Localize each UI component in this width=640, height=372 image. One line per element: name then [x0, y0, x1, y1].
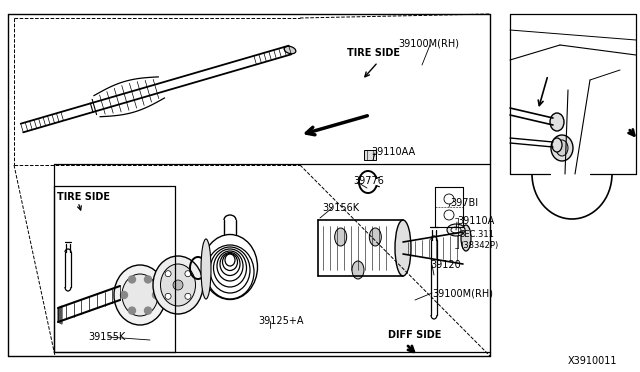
Ellipse shape: [352, 261, 364, 279]
Text: X3910011: X3910011: [568, 356, 618, 366]
Ellipse shape: [395, 220, 411, 276]
Text: DIFF SIDE: DIFF SIDE: [388, 330, 442, 340]
Ellipse shape: [284, 46, 296, 54]
Circle shape: [120, 292, 127, 298]
Circle shape: [185, 271, 191, 277]
Text: 39776: 39776: [353, 176, 384, 186]
Circle shape: [444, 210, 454, 220]
Circle shape: [145, 307, 152, 314]
Circle shape: [444, 194, 454, 204]
Text: 39100M(RH): 39100M(RH): [398, 38, 459, 48]
Bar: [364, 150, 376, 160]
Ellipse shape: [114, 265, 166, 325]
Ellipse shape: [369, 228, 381, 246]
Text: 39120: 39120: [430, 260, 461, 270]
Ellipse shape: [153, 256, 203, 314]
Text: SEC.311: SEC.311: [460, 230, 495, 239]
Ellipse shape: [161, 264, 195, 306]
Ellipse shape: [556, 140, 568, 156]
Ellipse shape: [551, 135, 573, 161]
Circle shape: [152, 292, 159, 298]
Text: TIRE SIDE: TIRE SIDE: [347, 48, 400, 58]
Text: TIRE SIDE: TIRE SIDE: [57, 192, 110, 202]
Text: 39110A: 39110A: [457, 216, 494, 226]
Text: 39100M(RH): 39100M(RH): [432, 288, 493, 298]
Text: 39125+A: 39125+A: [258, 316, 303, 326]
Ellipse shape: [552, 138, 562, 152]
Text: (38342P): (38342P): [460, 241, 499, 250]
Ellipse shape: [335, 228, 347, 246]
Ellipse shape: [461, 225, 471, 251]
Circle shape: [145, 276, 152, 283]
Ellipse shape: [201, 239, 211, 299]
Ellipse shape: [451, 227, 461, 233]
Text: 39155K: 39155K: [88, 332, 125, 342]
Ellipse shape: [550, 113, 564, 131]
Text: 39156K: 39156K: [322, 203, 359, 213]
Text: 39110AA: 39110AA: [371, 147, 415, 157]
Circle shape: [129, 307, 136, 314]
Text: 397BI: 397BI: [450, 198, 478, 208]
Circle shape: [185, 293, 191, 299]
Circle shape: [165, 271, 171, 277]
Circle shape: [129, 276, 136, 283]
Polygon shape: [58, 306, 62, 324]
Circle shape: [165, 293, 171, 299]
Ellipse shape: [122, 274, 158, 316]
Circle shape: [173, 280, 183, 290]
Ellipse shape: [447, 224, 465, 236]
